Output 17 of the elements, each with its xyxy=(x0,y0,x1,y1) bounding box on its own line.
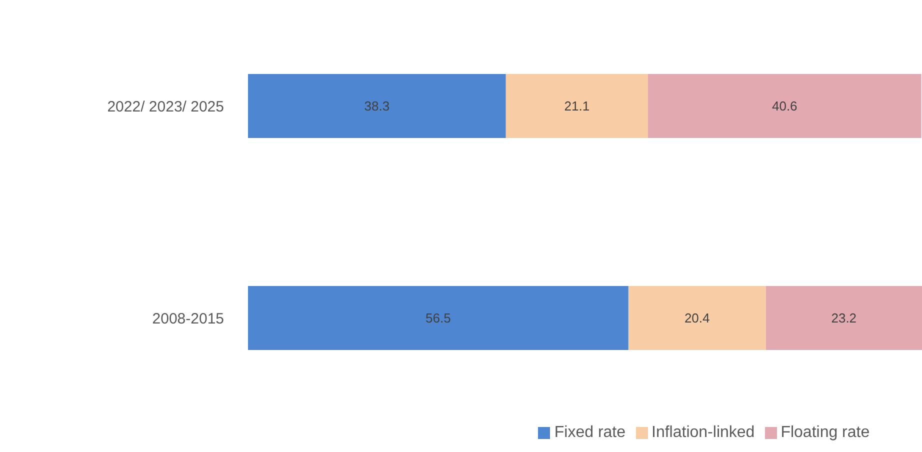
bar xyxy=(506,74,648,138)
data-label: 21.1 xyxy=(564,98,590,114)
bar xyxy=(248,74,506,138)
data-label: 38.3 xyxy=(364,98,390,114)
data-label: 56.5 xyxy=(426,310,451,326)
bar xyxy=(766,286,922,350)
bar xyxy=(648,74,922,138)
legend-label: Inflation-linked xyxy=(652,424,755,441)
bar xyxy=(628,286,766,350)
legend-label: Fixed rate xyxy=(554,424,626,441)
data-label: 20.4 xyxy=(684,310,710,326)
y-tick-label: 2008-2015 xyxy=(152,310,224,328)
data-label: 40.6 xyxy=(772,98,798,114)
y-tick-label: 2022/ 2023/ 2025 xyxy=(107,98,224,116)
bar xyxy=(248,286,628,350)
legend-label: Floating rate xyxy=(780,424,870,441)
data-label: 23.2 xyxy=(831,310,857,326)
